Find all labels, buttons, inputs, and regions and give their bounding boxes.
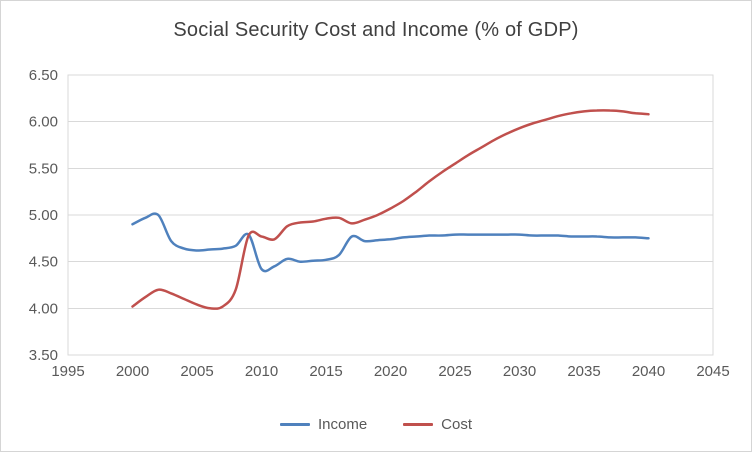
svg-text:2040: 2040 xyxy=(632,363,665,380)
svg-text:5.00: 5.00 xyxy=(29,207,58,224)
svg-text:6.00: 6.00 xyxy=(29,114,58,131)
svg-text:4.00: 4.00 xyxy=(29,300,58,317)
legend-label-income: Income xyxy=(317,416,368,433)
income-line-swatch xyxy=(279,423,310,426)
svg-text:1995: 1995 xyxy=(51,363,84,380)
svg-text:2045: 2045 xyxy=(696,363,729,380)
legend-label-cost: Cost xyxy=(441,416,473,433)
svg-text:2015: 2015 xyxy=(309,363,342,380)
chart-legend: Income Cost xyxy=(1,416,751,433)
svg-text:3.50: 3.50 xyxy=(29,347,58,364)
svg-text:5.50: 5.50 xyxy=(29,160,58,177)
legend-item-income: Income xyxy=(279,416,368,433)
svg-text:2035: 2035 xyxy=(567,363,600,380)
svg-text:2025: 2025 xyxy=(438,363,471,380)
svg-text:4.50: 4.50 xyxy=(29,254,58,271)
svg-text:2005: 2005 xyxy=(180,363,213,380)
svg-text:2000: 2000 xyxy=(116,363,149,380)
svg-text:2030: 2030 xyxy=(503,363,536,380)
legend-item-cost: Cost xyxy=(403,416,472,433)
cost-line-swatch xyxy=(403,423,434,426)
svg-text:2020: 2020 xyxy=(374,363,407,380)
chart-title: Social Security Cost and Income (% of GD… xyxy=(173,19,579,41)
svg-text:6.50: 6.50 xyxy=(29,67,58,84)
svg-text:2010: 2010 xyxy=(245,363,278,380)
